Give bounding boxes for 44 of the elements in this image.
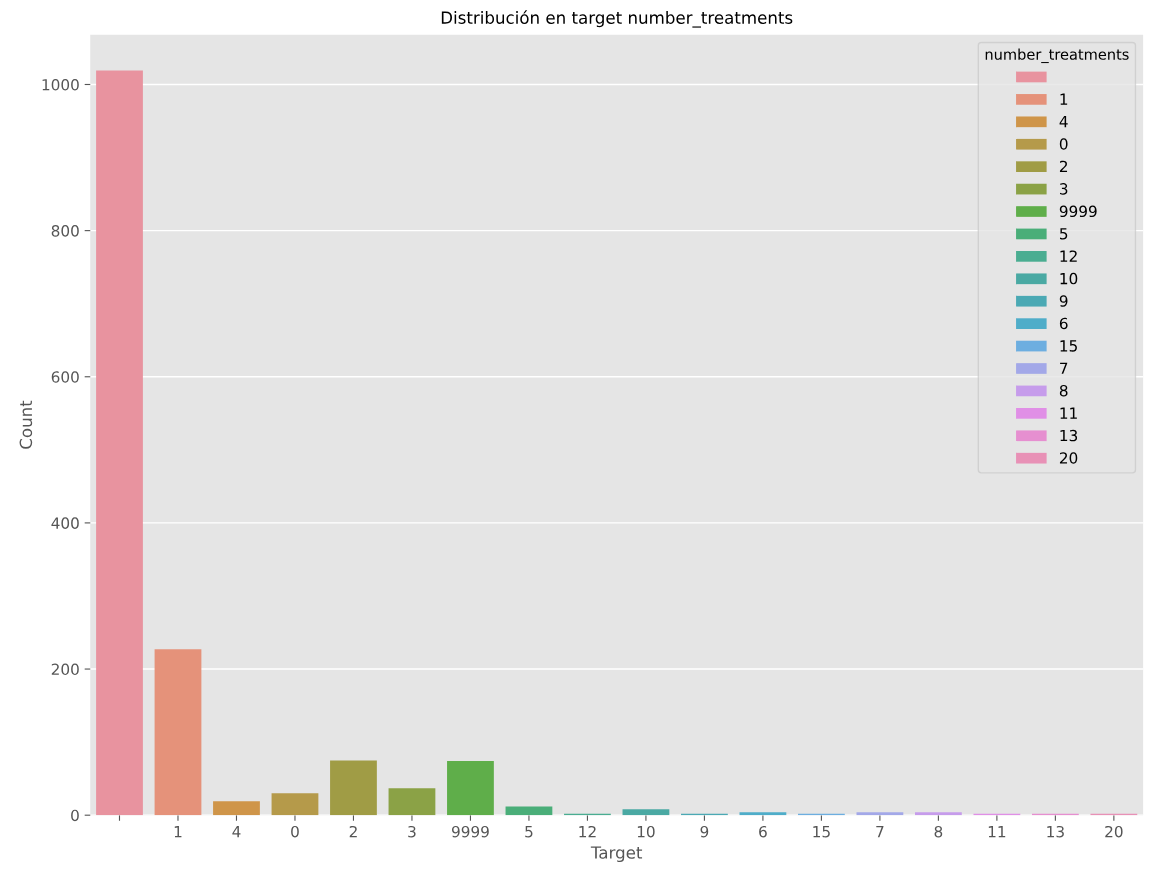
legend-label: 20 — [1059, 452, 1078, 464]
legend-label: 10 — [1060, 272, 1078, 285]
legend-label: 12 — [1060, 250, 1077, 262]
y-tick-label: 400 — [51, 517, 79, 529]
x-tick-label: 6 — [759, 825, 767, 838]
legend-label: 9999 — [1059, 205, 1097, 218]
x-tick-label: 8 — [934, 825, 943, 838]
legend-label: 3 — [1060, 183, 1068, 195]
y-axis-title: Count — [19, 400, 33, 449]
y-tick-label: 1000 — [42, 78, 79, 91]
x-tick-label: 9 — [700, 825, 709, 838]
y-tick-label: 800 — [51, 225, 79, 237]
x-tick-label: 1 — [174, 826, 182, 838]
legend-label: 11 — [1060, 407, 1077, 419]
legend-label: 6 — [1059, 317, 1068, 330]
legend-label: 13 — [1060, 429, 1078, 442]
y-tick-label: 600 — [51, 371, 79, 383]
y-tick-label: 200 — [51, 663, 79, 676]
legend-label: 7 — [1060, 362, 1068, 374]
x-tick-label: 3 — [408, 825, 416, 838]
x-tick-label: 5 — [525, 826, 533, 838]
x-tick-label: 10 — [637, 825, 655, 838]
x-tick-label: 15 — [813, 826, 830, 838]
legend-label: 15 — [1060, 340, 1077, 352]
x-tick-label: 12 — [579, 825, 596, 838]
x-tick-label: 4 — [232, 826, 241, 838]
x-tick-label: 7 — [876, 826, 884, 838]
legend-label: 2 — [1059, 160, 1068, 173]
x-tick-label: 20 — [1105, 825, 1123, 838]
x-tick-label: 0 — [291, 825, 299, 838]
chart-title: Distribución en target number_treatments — [441, 10, 793, 28]
x-tick-label: 13 — [1047, 825, 1064, 838]
legend-label: 8 — [1059, 384, 1068, 397]
legend-label: 0 — [1059, 138, 1068, 150]
x-tick-label: 2 — [349, 825, 357, 838]
legend-title: number_treatments — [985, 48, 1129, 64]
x-axis-title: Target — [590, 846, 643, 863]
legend-label: 5 — [1060, 228, 1068, 240]
legend-label: 9 — [1059, 295, 1068, 307]
legend-label: 1 — [1060, 93, 1068, 105]
legend-label: 4 — [1059, 116, 1068, 128]
x-tick-label: 11 — [988, 826, 1006, 838]
y-tick-label: 0 — [71, 809, 79, 822]
x-tick-label: 9999 — [451, 825, 489, 838]
